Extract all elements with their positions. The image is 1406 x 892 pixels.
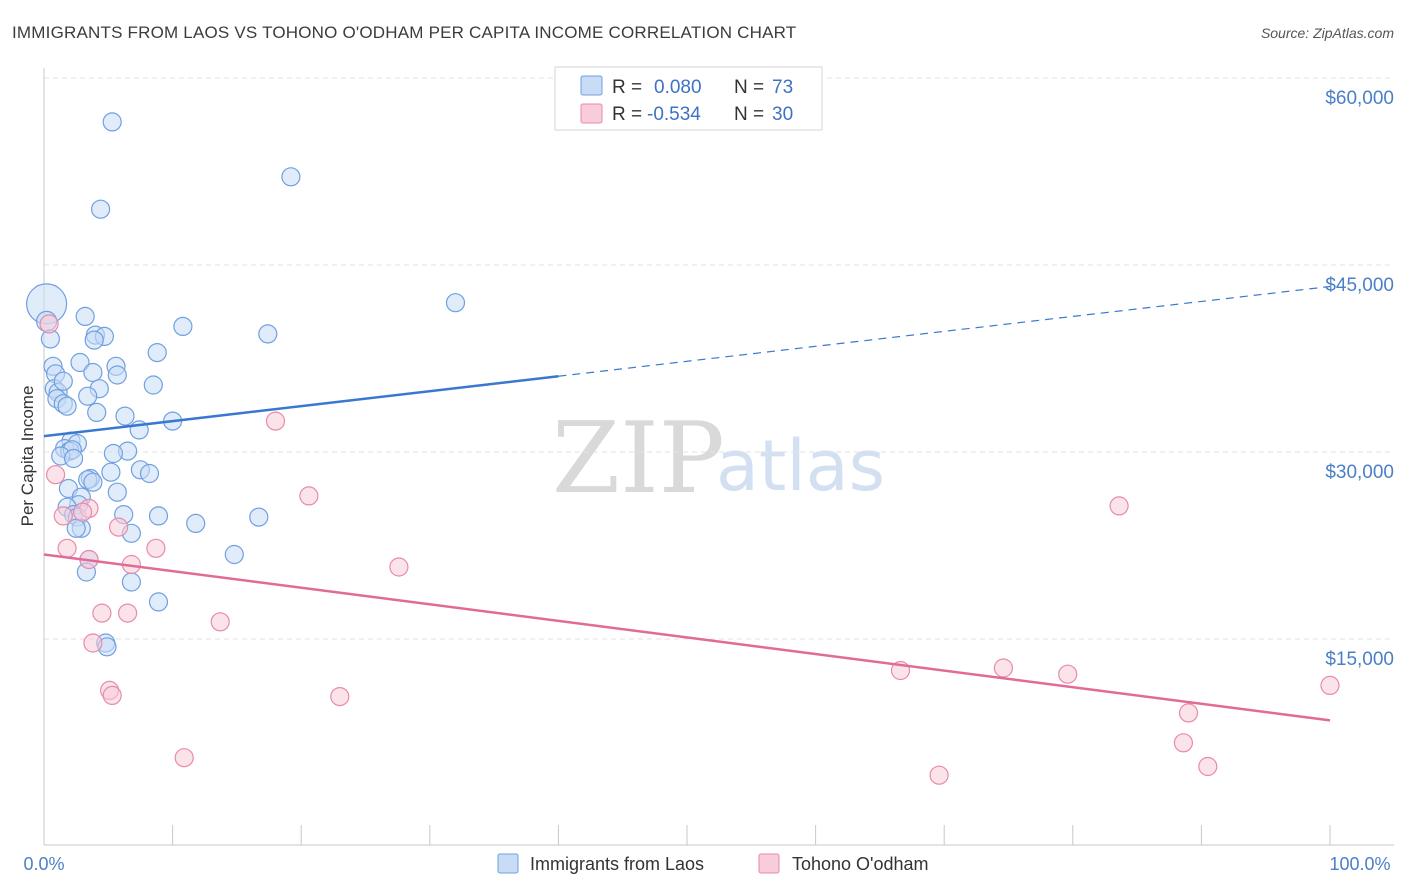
trend-line-laos [43,375,559,438]
grid-lines [44,77,1394,640]
stats-legend-n-label-tohono: N = [734,104,764,125]
stats-legend-n-value-tohono: 30 [772,104,793,125]
point-laos-25 [107,365,127,385]
legend-label-tohono: Tohono O'odham [792,854,929,874]
point-laos-17 [258,324,278,344]
point-laos-21 [147,343,167,363]
watermark-atlas: atlas [716,425,885,507]
point-tohono-1 [265,411,286,431]
point-laos-24 [83,362,103,383]
point-tohono-15 [117,603,138,623]
trend-line-laos-extension [558,285,1331,377]
point-laos-15 [75,306,95,326]
stats-legend-r-label-laos: R = [612,77,642,98]
stats-legend-n-value-laos: 73 [772,77,793,98]
point-laos-26 [143,375,163,395]
point-tohono-2 [45,465,66,485]
trend-line-tohono [43,553,1331,722]
point-tohono-23 [102,685,122,706]
point-laos-43 [101,462,121,482]
point-tohono-25 [1178,703,1199,723]
point-tohono-0 [39,314,59,334]
point-laos-56 [249,507,269,527]
y-axis-label: Per Capita Income [18,386,37,527]
point-laos-20 [84,330,104,350]
point-tohono-28 [1198,756,1218,777]
point-laos-60 [66,518,86,538]
point-laos-50 [107,482,127,502]
legend-swatch-tohono [758,853,780,874]
point-laos-65 [121,572,141,592]
point-laos-41 [63,448,84,469]
y-tick-label-45000: $45,000 [1325,275,1394,296]
point-laos-66 [148,592,169,612]
point-laos-29 [87,402,107,422]
point-laos-44 [139,463,160,484]
point-laos-55 [148,506,169,526]
x-ticks [43,825,1331,845]
legend-label-laos: Immigrants from Laos [530,854,704,874]
point-tohono-8 [108,517,129,537]
point-laos-30 [115,406,135,426]
stats-legend-r-value-laos: 0.080 [654,77,702,98]
point-tohono-16 [210,612,230,632]
point-laos-39 [103,443,124,464]
y-tick-labels: $15,000 $30,000 $45,000 $60,000 [1325,88,1394,670]
point-tohono-26 [1173,733,1194,753]
point-tohono-24 [330,686,350,707]
point-laos-47 [83,472,103,492]
point-laos-62 [224,544,244,565]
point-tohono-3 [299,486,319,506]
point-laos-10 [57,396,77,416]
chart-title: IMMIGRANTS FROM LAOS VS TOHONO O'ODHAM P… [12,23,796,42]
point-tohono-7 [53,506,73,526]
point-laos-7 [53,371,73,391]
point-laos-58 [186,513,206,534]
series-legend: Immigrants from Laos Tohono O'odham [497,853,929,874]
point-tohono-20 [1058,664,1078,684]
stats-legend-swatch-laos [580,75,603,96]
stats-legend-r-label-tohono: R = [612,104,642,125]
point-tohono-6 [72,502,93,522]
x-tick-label-min: 0.0% [23,854,64,874]
point-laos-12 [90,199,111,219]
point-tohono-4 [1109,496,1129,516]
point-tohono-17 [83,633,103,653]
point-tohono-21 [1320,675,1340,696]
legend-swatch-laos [497,853,519,874]
point-laos-14 [445,293,466,313]
chart-source: Source: ZipAtlas.com [1261,25,1394,41]
y-tick-label-15000: $15,000 [1325,649,1394,670]
stats-legend-r-value-tohono: -0.534 [647,104,701,125]
stats-legend-swatch-tohono [580,103,603,124]
watermark-zip: ZIP [552,402,725,516]
point-laos-16 [173,316,193,336]
point-laos-13 [281,167,301,187]
point-tohono-9 [57,538,77,558]
stats-legend-n-label-laos: N = [734,77,764,98]
point-laos-28 [78,386,98,406]
point-tohono-29 [929,765,949,785]
stats-legend: R = 0.080 N = 73 R = -0.534 N = 30 [554,66,823,131]
point-tohono-10 [146,538,166,558]
point-tohono-19 [993,658,1014,678]
x-tick-label-max: 100.0% [1329,854,1390,874]
point-tohono-13 [389,557,409,577]
y-tick-label-30000: $30,000 [1325,462,1394,483]
y-tick-label-60000: $60,000 [1325,88,1394,109]
point-laos-22 [70,352,90,373]
point-tohono-27 [174,748,194,768]
point-laos-11 [102,112,122,132]
point-tohono-14 [92,603,112,623]
trend-lines [43,285,1331,722]
